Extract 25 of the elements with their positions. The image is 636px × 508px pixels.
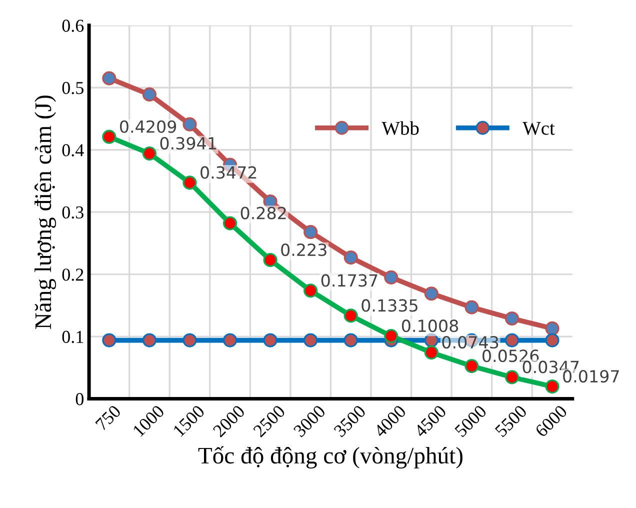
legend-label: Wct: [522, 122, 555, 135]
data-label: 0.1737: [321, 274, 378, 287]
x-tick-label: 4500: [413, 404, 447, 438]
data-label: 0.3472: [200, 166, 256, 179]
legend-label: Wbb: [382, 121, 419, 135]
data-label: 0.1335: [362, 299, 418, 312]
y-tick-label: 0: [76, 393, 84, 406]
data-label: 0.0526: [482, 350, 539, 362]
y-tick-label: 0.1: [62, 330, 84, 344]
y-tick-label: 0.3: [62, 206, 84, 219]
data-label: 0.282: [240, 206, 286, 220]
data-label: 0.3941: [160, 136, 216, 150]
y-tick-label: 0.2: [62, 268, 84, 281]
x-tick-label: 6000: [534, 404, 568, 438]
data-label: 0.1008: [402, 320, 458, 332]
y-tick-label: 0.5: [62, 82, 84, 94]
data-label: 0.0743: [442, 336, 498, 349]
data-label: 0.223: [281, 243, 326, 256]
data-label: 0.4209: [120, 120, 176, 133]
y-tick-label: 0.4: [62, 144, 84, 156]
x-axis-title: Tốc độ động cơ (vòng/phút): [198, 446, 462, 468]
x-tick-label: 4000: [373, 404, 407, 438]
x-tick-label: 750: [95, 404, 122, 431]
y-tick-label: 0.6: [62, 20, 84, 32]
y-axis-title: Năng lượng điện cảm (J): [34, 96, 56, 329]
